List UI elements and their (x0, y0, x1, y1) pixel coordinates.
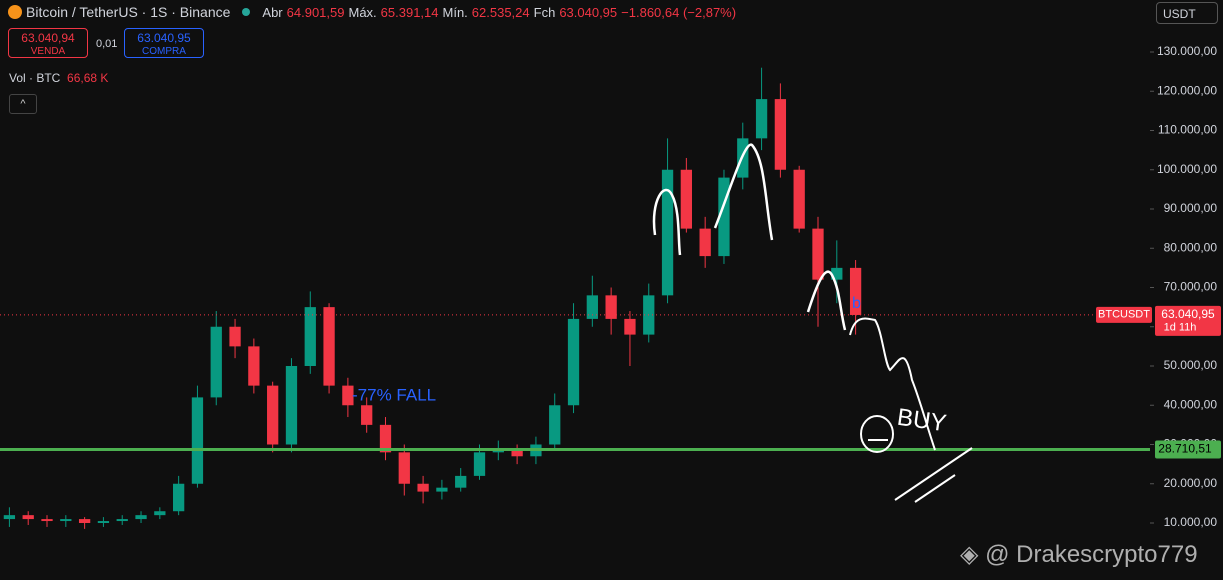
candle-body (97, 521, 110, 524)
candle-body (135, 515, 147, 520)
support-tag (1155, 440, 1221, 459)
y-tick-label: 120.000,00 (1157, 83, 1217, 97)
y-tick-label: 40.000,00 (1164, 397, 1218, 411)
sell-button[interactable]: 63.040,94 VENDA (8, 28, 88, 58)
candle-body (78, 519, 91, 524)
buy-label: COMPRA (142, 46, 186, 57)
y-tick-label: 130.000,00 (1157, 44, 1217, 58)
candle-body (567, 318, 580, 406)
drawing-strokes (868, 439, 973, 503)
candle-body (417, 483, 429, 492)
candle-body (549, 405, 561, 445)
symbol-tag (1096, 306, 1152, 323)
candle-body (774, 99, 787, 170)
candle-body (699, 228, 711, 257)
annotation-fall: -77% FALL (352, 385, 436, 404)
y-tick-label: 50.000,00 (1164, 358, 1218, 372)
collapse-button[interactable]: ^ (9, 94, 37, 114)
ohlc-label: Máx. (348, 4, 377, 20)
candle-body (304, 307, 316, 367)
btc-icon (8, 5, 22, 19)
candle-body (831, 267, 843, 280)
countdown: 1d 11h (1164, 322, 1197, 334)
volume-value: 66,68 K (67, 71, 109, 85)
candle-body (398, 452, 410, 484)
y-tick-label: 80.000,00 (1164, 240, 1218, 254)
candle-body (229, 326, 241, 347)
candle-body (154, 511, 166, 516)
status-dot (242, 8, 251, 16)
y-tick-label: 110.000,00 (1158, 123, 1217, 137)
ohlc-value: 65.391,14 (380, 4, 439, 20)
ohlc-label: Fch (533, 4, 556, 20)
candle-body (323, 307, 335, 386)
header: Bitcoin / TetherUS · 1S · Binance Abr 64.… (8, 4, 736, 20)
candle-body (248, 346, 260, 386)
candle-body (605, 295, 617, 319)
candle-body (755, 99, 768, 139)
watermark: ◈ @ Drakescrypto779 (960, 541, 1198, 568)
drawing-path (849, 317, 936, 451)
candle-body (511, 448, 523, 457)
candle-body (173, 483, 185, 512)
ohlc-value: 64.901,59 (286, 4, 345, 20)
annotation-b: b (852, 295, 861, 312)
ohlc-label: Mín. (442, 4, 468, 20)
volume-label: Vol · BTC (9, 71, 61, 85)
candle-body (285, 366, 298, 445)
sell-price: 63.040,94 (21, 31, 75, 45)
drawing-head (713, 143, 774, 241)
spread: 0,01 (96, 38, 118, 50)
ohlc-label: Abr (262, 4, 283, 20)
candle-body (342, 385, 354, 406)
price-label: 63.040,95 (1161, 307, 1215, 321)
symbol-label: BTCUSDT (1098, 309, 1150, 321)
candle-body (473, 452, 486, 476)
y-tick-label: 100.000,00 (1157, 162, 1217, 176)
candle-body (41, 519, 53, 522)
candle-body (812, 228, 824, 280)
candle-body (624, 318, 636, 335)
drawing-right-shoulder (806, 270, 847, 331)
candle-body (3, 515, 16, 520)
y-tick-label: 90.000,00 (1164, 201, 1218, 215)
change: −1.860,64 (−2,87%) (621, 4, 737, 20)
y-tick-label: 20.000,00 (1164, 476, 1218, 490)
sell-label: VENDA (30, 46, 66, 57)
candle-body (267, 385, 279, 445)
candle-body (361, 405, 373, 425)
ohlc-value: 62.535,24 (471, 4, 530, 20)
y-tick-label: 10.000,00 (1164, 515, 1218, 529)
currency-select[interactable]: USDT (1156, 2, 1218, 24)
y-tick-label: 70.000,00 (1164, 280, 1218, 294)
candle-body (436, 487, 448, 492)
drawing-left-shoulder (652, 188, 682, 256)
candle-body (849, 267, 862, 315)
ohlc-value: 63.040,95 (559, 4, 618, 20)
candle-body (586, 295, 598, 319)
support-label: 28.710,51 (1158, 442, 1212, 456)
candle-body (379, 424, 392, 453)
candle-body (680, 169, 692, 229)
volume: Vol · BTC 66,68 K (9, 71, 108, 85)
buy-button[interactable]: 63.040,95 COMPRA (124, 28, 204, 58)
price-tag (1155, 305, 1221, 336)
candle-body (116, 519, 128, 522)
candle-body (60, 519, 72, 522)
candle-body (455, 475, 467, 488)
candle-body (210, 326, 222, 398)
watermark-text: @ Drakescrypto779 (985, 541, 1198, 568)
candle-body (718, 177, 730, 257)
candle-body (793, 169, 805, 229)
buy-price: 63.040,95 (137, 31, 191, 45)
price-axis-bg (1150, 0, 1223, 580)
candle-body (191, 397, 204, 484)
drawing-circle (860, 415, 894, 453)
candle-body (22, 515, 34, 520)
candle-body (661, 169, 674, 296)
symbol: Bitcoin / TetherUS · 1S · Binance (26, 4, 231, 20)
